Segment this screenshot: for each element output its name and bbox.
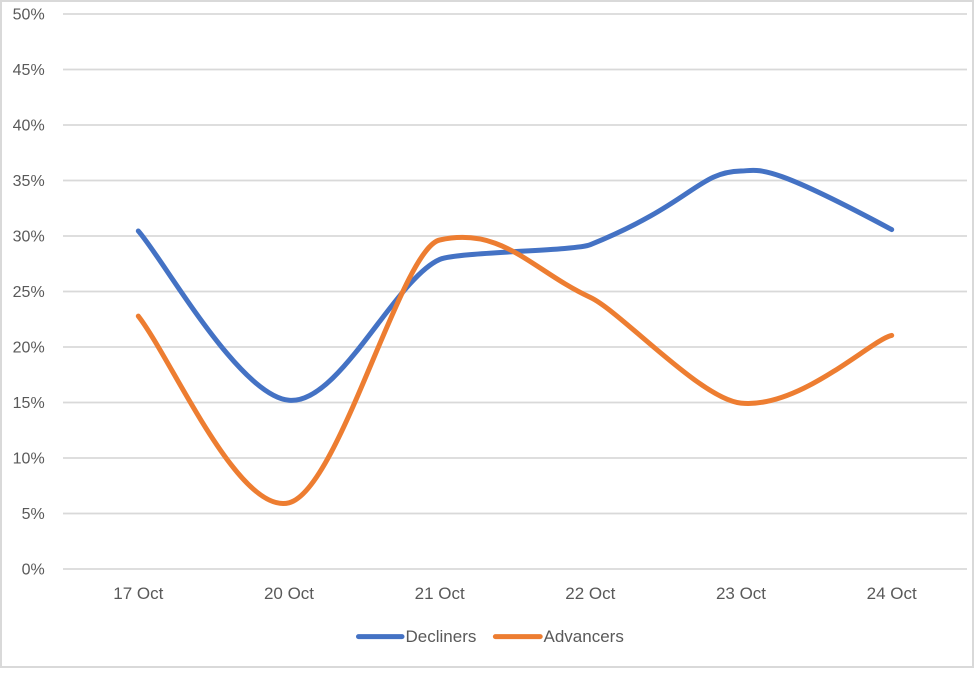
svg-text:17 Oct: 17 Oct bbox=[113, 584, 163, 603]
svg-text:5%: 5% bbox=[22, 506, 45, 523]
svg-text:Advancers: Advancers bbox=[544, 627, 624, 646]
svg-text:50%: 50% bbox=[13, 7, 45, 24]
svg-text:Decliners: Decliners bbox=[406, 627, 477, 646]
svg-text:40%: 40% bbox=[13, 118, 45, 135]
svg-text:35%: 35% bbox=[13, 173, 45, 190]
svg-text:20%: 20% bbox=[13, 340, 45, 357]
svg-text:45%: 45% bbox=[13, 62, 45, 79]
svg-text:15%: 15% bbox=[13, 395, 45, 412]
svg-text:24 Oct: 24 Oct bbox=[867, 584, 917, 603]
svg-text:0%: 0% bbox=[22, 562, 45, 579]
svg-text:22 Oct: 22 Oct bbox=[565, 584, 615, 603]
svg-text:21 Oct: 21 Oct bbox=[415, 584, 465, 603]
svg-text:30%: 30% bbox=[13, 229, 45, 246]
svg-text:10%: 10% bbox=[13, 451, 45, 468]
svg-text:23 Oct: 23 Oct bbox=[716, 584, 766, 603]
svg-text:20 Oct: 20 Oct bbox=[264, 584, 314, 603]
svg-text:25%: 25% bbox=[13, 284, 45, 301]
